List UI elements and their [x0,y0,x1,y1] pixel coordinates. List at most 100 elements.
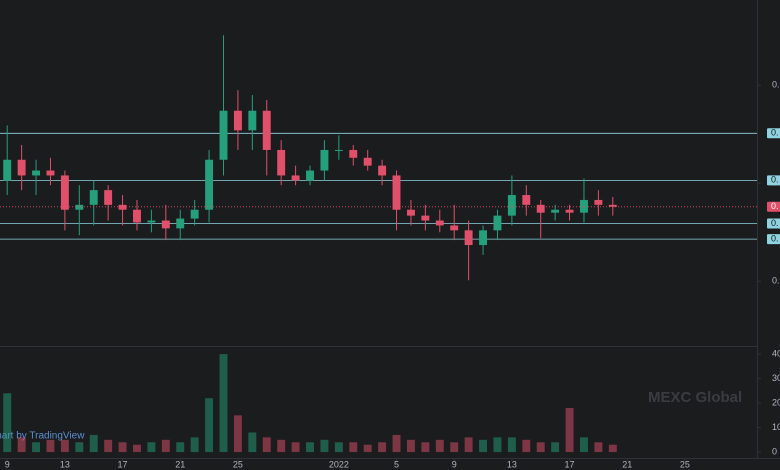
candle-body [392,175,401,210]
volume-bar [608,444,617,453]
candle-body [118,204,127,210]
volume-bar [507,437,516,453]
candle-body [594,199,603,205]
volume-bar [306,442,314,453]
volume-bar [277,439,286,453]
candle-body [536,204,545,213]
candle-body [522,195,531,205]
candle-body [406,209,415,216]
candle-body [277,149,286,176]
x-tick-label: 21 [175,459,185,469]
candle-body [493,215,502,231]
volume-bar [450,442,459,453]
volume-bar [32,442,41,453]
level-label: 0. [771,218,779,228]
volume-bar [233,415,242,453]
volume-bar [17,437,26,453]
level-label-box [767,128,780,139]
volume-bar [248,432,257,453]
volume-bar [349,442,358,453]
volume-bar [378,442,387,453]
candle-body [233,110,242,131]
volume-tick-label: 10 [772,422,780,432]
volume-bar [334,442,343,453]
candle-body [551,209,560,213]
volume-bar [60,439,69,453]
candle-body [421,215,430,221]
x-tick-label: 9 [452,459,457,469]
candle-body [60,175,69,210]
candle-body [349,149,358,158]
candle-body [17,159,26,176]
volume-bar [75,442,84,453]
x-tick-label: 2022 [329,459,349,469]
candle-body [464,230,473,246]
x-tick-label: 13 [60,459,70,469]
volume-bar [291,442,300,453]
candle-body [248,110,257,131]
level-label: 0. [771,175,779,185]
volume-bar [46,439,55,453]
candle-body [75,204,84,210]
volume-bar [392,434,401,453]
level-label-box [767,175,780,186]
volume-bar [176,442,185,453]
volume-bar [594,442,603,453]
volume-tick-label: 40 [772,348,780,358]
volume-bar [580,437,588,453]
volume-bar [435,439,444,453]
volume-bar [363,444,372,453]
volume-bar [205,398,214,453]
last-price-label: 0. [771,201,779,211]
candle-body [479,230,488,246]
volume-bar [219,354,228,453]
candle-body [46,170,55,176]
volume-bar [421,442,430,453]
candle-body [262,110,271,150]
last-price-box [767,201,780,212]
y-tick-label: 0. [772,80,780,90]
watermark: MEXC Global [648,389,742,406]
candle-body [133,209,141,223]
x-tick-label: 13 [507,459,517,469]
candle-body [219,110,228,160]
level-label: 0. [771,128,779,138]
candle-body [190,209,199,219]
volume-bar [118,442,127,453]
volume-bar [147,442,156,453]
candle-body [147,220,156,223]
candle-body [161,220,170,229]
x-tick-label: 25 [233,459,243,469]
x-tick-label: 21 [622,459,632,469]
candle-body [565,209,574,213]
level-label: 0. [771,234,779,244]
volume-bar [479,439,488,453]
volume-bar [493,437,502,453]
volume-bar [320,439,329,453]
volume-bar [522,439,531,453]
volume-bar [551,442,560,453]
candle-body [608,204,617,207]
candle-body [580,199,588,213]
volume-bar [104,439,113,453]
candle-body [89,190,98,205]
candle-body [104,190,113,205]
candle-body [435,220,444,226]
y-tick-label: 0. [772,276,780,286]
candle-body [205,159,214,210]
volume-tick-label: 0 [772,446,777,456]
attribution: Chart by TradingView [0,431,85,442]
volume-bar [190,437,199,453]
volume-bar [3,393,12,453]
volume-bar [536,442,545,453]
candle-body [3,159,12,181]
candle-body [334,149,343,151]
volume-tick-label: 20 [772,397,780,407]
candle-body [363,157,372,166]
volume-bar [464,437,473,453]
candle-body [320,149,329,171]
x-tick-label: 9 [5,459,10,469]
candle-body [32,170,41,176]
x-tick-label: 5 [394,459,399,469]
